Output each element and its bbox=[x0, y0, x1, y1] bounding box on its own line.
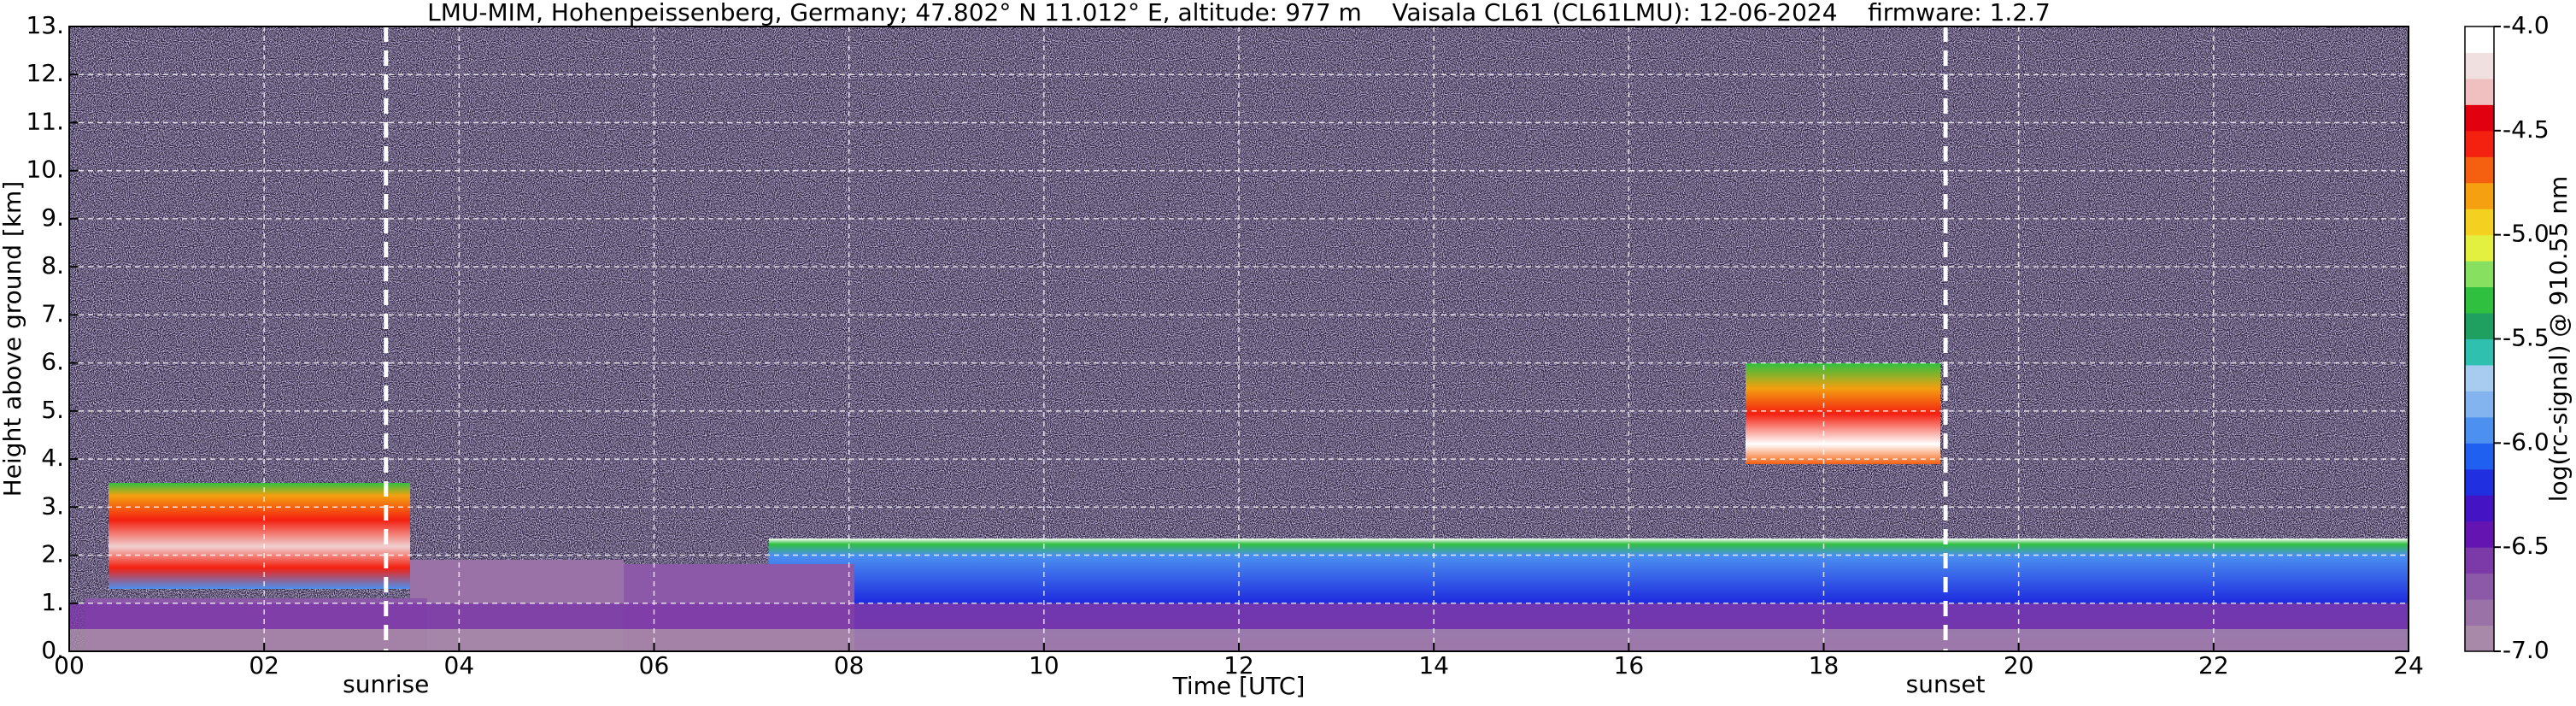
colorbar-segment bbox=[2465, 573, 2494, 600]
x-tick-label: 24 bbox=[2393, 651, 2424, 680]
colorbar-segment bbox=[2465, 104, 2494, 132]
colorbar-segment bbox=[2465, 416, 2494, 444]
x-axis-label: Time [UTC] bbox=[1172, 672, 1306, 700]
x-tick-label: 20 bbox=[2004, 651, 2034, 680]
chart-title: LMU-MIM, Hohenpeissenberg, Germany; 47.8… bbox=[427, 0, 2051, 26]
x-tick-label: 06 bbox=[639, 651, 670, 680]
colorbar-tick-label: -6.5 bbox=[2503, 532, 2550, 560]
colorbar-tick-label: -4.0 bbox=[2503, 11, 2550, 39]
y-tick-label: 9. bbox=[41, 203, 64, 232]
x-tick-label: 22 bbox=[2198, 651, 2229, 680]
colorbar-tick-label: -5.0 bbox=[2503, 220, 2550, 248]
colorbar-segment bbox=[2465, 130, 2494, 157]
colorbar-segment bbox=[2465, 443, 2494, 470]
colorbar-tick-label: -4.5 bbox=[2503, 115, 2550, 144]
x-tick-label: 18 bbox=[1809, 651, 1840, 680]
annotation-label: sunrise bbox=[343, 670, 429, 698]
x-tick-label: 02 bbox=[249, 651, 279, 680]
y-tick-label: 10. bbox=[26, 156, 64, 184]
x-tick-label: 00 bbox=[54, 651, 85, 680]
plot-frame bbox=[68, 26, 2409, 652]
colorbar-segment bbox=[2465, 26, 2494, 53]
y-tick-label: 12. bbox=[26, 59, 64, 87]
x-tick-label: 04 bbox=[444, 651, 475, 680]
colorbar-segment bbox=[2465, 234, 2494, 262]
annotation-label: sunset bbox=[1906, 670, 1986, 698]
y-tick-label: 4. bbox=[41, 444, 64, 472]
colorbar-segment bbox=[2465, 625, 2494, 652]
colorbar-segment bbox=[2465, 182, 2494, 209]
colorbar-segment bbox=[2465, 209, 2494, 236]
y-tick-label: 1. bbox=[41, 588, 64, 616]
colorbar-segment bbox=[2465, 313, 2494, 339]
colorbar-segment bbox=[2465, 599, 2494, 627]
y-axis-label: Height above ground [km] bbox=[0, 181, 26, 497]
y-tick-label: 5. bbox=[41, 396, 64, 424]
x-tick-label: 12 bbox=[1223, 651, 1254, 680]
colorbar-tick-label: -6.0 bbox=[2503, 427, 2550, 456]
colorbar-segment bbox=[2465, 286, 2494, 314]
y-tick-label: 11. bbox=[26, 107, 64, 135]
y-tick-label: 7. bbox=[41, 299, 64, 327]
colorbar-segment bbox=[2465, 468, 2494, 496]
colorbar-segment bbox=[2465, 78, 2494, 105]
colorbar-segment bbox=[2465, 547, 2494, 574]
y-tick-label: 8. bbox=[41, 251, 64, 279]
colorbar-segment bbox=[2465, 495, 2494, 522]
y-tick-label: 0. bbox=[41, 636, 64, 664]
colorbar-label: log(rc-signal) @ 910.55 nm bbox=[2544, 176, 2573, 502]
colorbar-segment bbox=[2465, 521, 2494, 548]
x-tick-label: 08 bbox=[834, 651, 865, 680]
y-tick-label: 3. bbox=[41, 491, 64, 520]
colorbar-segment bbox=[2465, 156, 2494, 184]
y-tick-label: 13. bbox=[26, 11, 64, 39]
y-tick-label: 6. bbox=[41, 348, 64, 376]
x-tick-label: 16 bbox=[1614, 651, 1645, 680]
colorbar-tick-label: -5.5 bbox=[2503, 324, 2550, 352]
y-tick-label: 2. bbox=[41, 540, 64, 568]
colorbar-tick-label: -7.0 bbox=[2503, 636, 2550, 664]
colorbar-segment bbox=[2465, 52, 2494, 79]
x-tick-label: 10 bbox=[1029, 651, 1059, 680]
colorbar-segment bbox=[2465, 391, 2494, 418]
colorbar-segment bbox=[2465, 338, 2494, 366]
x-tick-label: 14 bbox=[1418, 651, 1449, 680]
colorbar-segment bbox=[2465, 261, 2494, 288]
colorbar-segment bbox=[2465, 364, 2494, 391]
